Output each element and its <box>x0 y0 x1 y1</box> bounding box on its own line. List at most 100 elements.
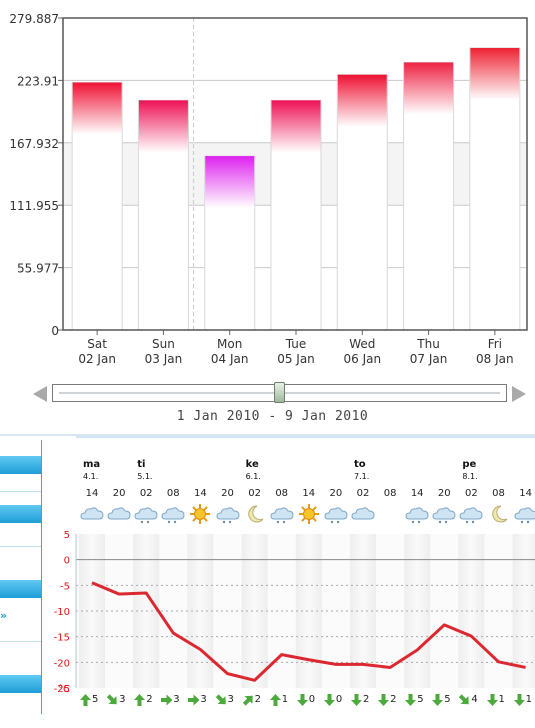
wind-indicator: 0 <box>324 694 350 706</box>
day-date: 7.1. <box>354 472 369 481</box>
date-range-slider[interactable] <box>52 384 507 402</box>
y-tick-label: 279.887 <box>9 12 59 26</box>
wind-arrow-icon <box>459 694 470 706</box>
y-tick-label: -15 <box>54 633 70 644</box>
x-tick-label: Tue <box>285 337 307 351</box>
wind-speed: 5 <box>444 694 450 705</box>
wind-arrow-icon <box>216 694 227 706</box>
wind-indicator: 2 <box>378 694 404 706</box>
bar-cap-0 <box>73 83 122 135</box>
x-tick-label: 04 Jan <box>211 352 249 366</box>
y-tick-label: 55.977 <box>17 262 59 276</box>
wind-arrow-icon <box>107 694 118 706</box>
wind-arrow-icon <box>432 694 443 706</box>
wind-arrow-icon <box>270 694 281 706</box>
snow-cloud-icon <box>133 503 159 525</box>
wind-arrow-icon <box>324 694 335 706</box>
wind-indicator: 1 <box>514 694 535 706</box>
bar-cap-3 <box>272 100 321 152</box>
wind-speed: 3 <box>173 694 179 705</box>
x-tick-label: Thu <box>416 337 440 351</box>
wind-arrow-icon <box>487 694 498 706</box>
x-tick-label: 03 Jan <box>145 352 183 366</box>
wind-arrow-icon <box>514 694 525 706</box>
x-tick-label: 02 Jan <box>78 352 116 366</box>
wind-indicator: 5 <box>405 694 431 706</box>
wind-indicator: 3 <box>107 694 133 706</box>
forecast-hour: 20 <box>215 488 241 499</box>
snow-cloud-icon <box>323 503 349 525</box>
x-tick-label: 08 Jan <box>476 352 514 366</box>
moon-icon <box>486 503 512 525</box>
wind-arrow-icon <box>188 694 199 706</box>
y-tick-label: 5 <box>64 530 70 541</box>
x-tick-label: Fri <box>488 337 502 351</box>
forecast-hour: 08 <box>377 488 403 499</box>
y-tick-label: 0 <box>51 324 59 338</box>
wind-speed: 2 <box>146 694 152 705</box>
wind-indicator: 3 <box>188 694 214 706</box>
wind-speed: 3 <box>200 694 206 705</box>
wind-indicator: 0 <box>297 694 323 706</box>
scroll-left-arrow[interactable] <box>33 386 47 402</box>
day-date: 6.1. <box>246 472 261 481</box>
forecast-hour: 14 <box>513 488 535 499</box>
wind-indicator: 1 <box>270 694 296 706</box>
slider-handle[interactable] <box>274 382 285 403</box>
forecast-hour: 02 <box>242 488 268 499</box>
day-date: 5.1. <box>137 472 152 481</box>
bar-cap-6 <box>470 48 519 100</box>
forecast-hour: 02 <box>350 488 376 499</box>
day-name: pe <box>462 459 476 470</box>
bar-cap-2 <box>205 156 254 208</box>
forecast-hour: 08 <box>160 488 186 499</box>
y-tick-label: -10 <box>54 607 70 618</box>
day-name: ma <box>83 459 100 470</box>
snow-cloud-icon <box>404 503 430 525</box>
forecast-hour: 02 <box>458 488 484 499</box>
snow-cloud-icon <box>458 503 484 525</box>
bar-cap-5 <box>404 62 453 114</box>
wind-speed: 0 <box>336 694 342 705</box>
wind-speed: 1 <box>282 694 288 705</box>
sidebar-separator <box>0 491 41 492</box>
wind-speed: 1 <box>499 694 505 705</box>
bar-cap-1 <box>139 100 188 152</box>
scroll-right-arrow[interactable] <box>512 386 526 402</box>
moon-icon <box>242 503 268 525</box>
y-tick-label: 223.91 <box>17 74 59 88</box>
forecast-hour: 20 <box>431 488 457 499</box>
forecast-hour: 08 <box>486 488 512 499</box>
wind-speed: 4 <box>471 694 477 705</box>
wind-speed: 0 <box>309 694 315 705</box>
sidebar-tab-2[interactable] <box>0 505 41 523</box>
cloud-icon <box>106 503 132 525</box>
day-name: to <box>354 459 366 470</box>
wind-speed: 5 <box>417 694 423 705</box>
wind-arrow-icon <box>80 694 91 706</box>
y-tick-label: -5 <box>60 581 70 592</box>
forecast-hour: 14 <box>404 488 430 499</box>
snow-cloud-icon <box>215 503 241 525</box>
cloud-icon <box>350 503 376 525</box>
wind-indicator: 2 <box>243 694 269 706</box>
y-tick-label: 111.955 <box>9 199 59 213</box>
wind-speed: 2 <box>255 694 261 705</box>
sidebar-tab-1[interactable] <box>0 456 41 474</box>
wind-indicator: 2 <box>134 694 160 706</box>
wind-arrow-icon <box>405 694 416 706</box>
wind-arrow-icon <box>378 694 389 706</box>
snow-cloud-icon <box>269 503 295 525</box>
x-tick-label: Sat <box>87 337 107 351</box>
wind-speed: 5 <box>92 694 98 705</box>
y-tick-label: -20 <box>54 658 70 669</box>
wind-arrow-icon <box>351 694 362 706</box>
daily-bar-chart: 055.977111.955167.932223.91279.887Sat02 … <box>0 0 535 372</box>
x-tick-label: 06 Jan <box>343 352 381 366</box>
wind-speed: 1 <box>526 694 532 705</box>
wind-arrow-icon <box>161 694 172 706</box>
wind-indicator: 3 <box>161 694 187 706</box>
wind-speed: 2 <box>363 694 369 705</box>
date-range-label: 1 Jan 2010 - 9 Jan 2010 <box>0 409 535 424</box>
forecast-hour: 14 <box>187 488 213 499</box>
